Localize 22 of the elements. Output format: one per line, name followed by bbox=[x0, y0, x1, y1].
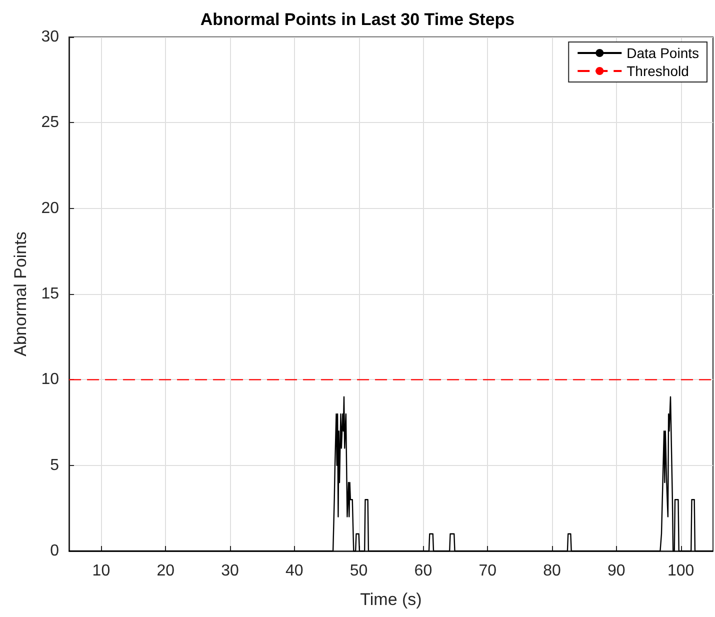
legend-label: Data Points bbox=[626, 45, 700, 61]
x-tick-label: 40 bbox=[286, 562, 304, 580]
y-tick-label: 30 bbox=[41, 28, 60, 46]
x-axis-title: Time (s) bbox=[360, 590, 422, 609]
x-tick-label: 80 bbox=[543, 562, 561, 580]
x-tick-label: 70 bbox=[478, 562, 497, 580]
y-tick-label: 25 bbox=[41, 114, 60, 132]
y-tick-label: 10 bbox=[41, 371, 60, 388]
x-tick-label: 30 bbox=[221, 562, 239, 580]
legend-label: Threshold bbox=[626, 63, 689, 79]
x-tick-label: 50 bbox=[350, 562, 368, 580]
y-axis-title: Abnormal Points bbox=[11, 232, 30, 356]
x-tick-label: 90 bbox=[608, 562, 626, 580]
x-tick-label: 60 bbox=[414, 562, 432, 580]
x-tick-label: 10 bbox=[92, 562, 110, 580]
y-tick-label: 5 bbox=[50, 456, 60, 474]
x-tick-label: 100 bbox=[667, 562, 694, 580]
y-tick-label: 20 bbox=[41, 200, 60, 217]
x-tick-label: 20 bbox=[156, 562, 175, 580]
chart-title: Abnormal Points in Last 30 Time Steps bbox=[200, 10, 515, 29]
y-tick-label: 15 bbox=[41, 286, 60, 302]
y-tick-label: 0 bbox=[50, 542, 60, 560]
